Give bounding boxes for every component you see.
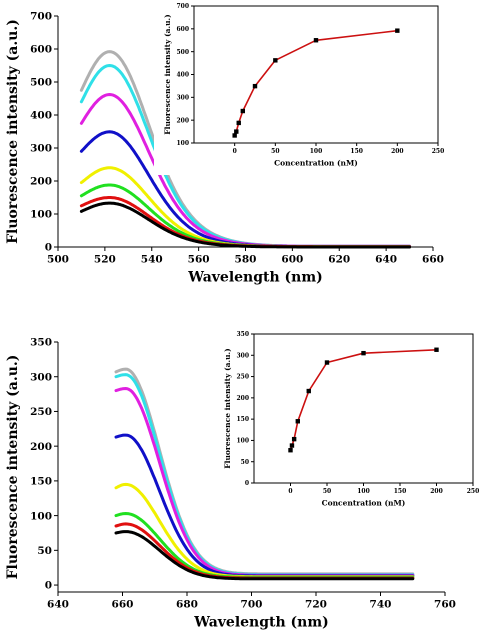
bottom-inset-background (214, 332, 477, 515)
top-inset-xtick-label: 150 (350, 148, 363, 155)
top-inset-point (240, 108, 245, 114)
bottom-main-xtick-label: 740 (370, 599, 392, 611)
top-inset-xtick-label: 50 (271, 148, 279, 155)
bottom-main-ytick-label: 50 (37, 545, 52, 557)
top-inset-ytick-label: 400 (176, 72, 189, 79)
top-main-xtick-label: 600 (281, 254, 303, 266)
top-inset-background (154, 4, 442, 175)
top-main-xtick-label: 560 (188, 254, 210, 266)
bottom-main-xtick-label: 660 (112, 599, 134, 611)
bottom-main-axes: 640 660 680 700 720 740 760 0 50 100 150 200 250 300 3… (5, 337, 456, 631)
top-inset-point (234, 129, 239, 134)
bottom-inset-ytick-label: 0 (245, 480, 249, 487)
bottom-inset-xtick-label: 0 (288, 488, 292, 495)
top-main-series-green (79, 183, 412, 249)
top-main-xtick-label: 660 (422, 254, 444, 266)
bottom-inset-point (295, 419, 300, 424)
top-inset-point (395, 28, 400, 33)
bottom-main-ytick-label: 250 (30, 406, 52, 418)
bottom-inset-ytick-label: 50 (241, 459, 249, 466)
top-main-ylabel: Fluorescence intensity (a.u.) (5, 19, 21, 244)
bottom-inset-ytick-label: 150 (236, 416, 249, 423)
bottom-inset-axes: 0 50 100 150 200 250 0 50 100 150 200 250 300 350 Conc… (223, 331, 479, 507)
top-main-xlabel: Wavelength (nm) (187, 270, 323, 286)
top-main-ytick-label: 500 (30, 77, 52, 89)
top-inset-ytick-label: 500 (176, 49, 189, 56)
bottom-main-ytick-label: 100 (30, 510, 52, 522)
bottom-main-ylabel: Fluorescence intensity (a.u.) (5, 355, 21, 580)
top-inset-xtick-label: 0 (233, 148, 237, 155)
top-main-ytick-label: 700 (30, 11, 52, 23)
bottom-main-xtick-label: 640 (47, 599, 69, 611)
bottom-inset-point (289, 443, 295, 448)
bottom-inset-ylabel: Fluorescence intensity (a.u.) (223, 348, 232, 468)
bottom-main-series-group (114, 367, 415, 581)
bottom-main-xtick-label: 760 (434, 599, 456, 611)
bottom-inset-point (288, 448, 293, 453)
bottom-inset-ytick-label: 300 (236, 352, 249, 359)
top-main-xtick-label: 520 (94, 254, 116, 266)
bottom-inset-point (361, 350, 366, 356)
bottom-main-ytick-label: 150 (30, 476, 52, 488)
top-inset-xlabel: Concentration (nM) (274, 159, 358, 168)
bottom-inset-ytick-label: 100 (236, 438, 249, 445)
top-inset-xtick-label: 200 (391, 148, 404, 155)
bottom-inset-point (306, 388, 311, 394)
bottom-main-ytick-label: 300 (30, 371, 52, 383)
top-main-series-red (79, 196, 412, 249)
top-inset-ytick-label: 200 (176, 117, 189, 124)
bottom-inset-ytick-label: 200 (236, 395, 249, 402)
top-main-axes: 500 520 540 560 580 600 620 640 6600100200300400… (5, 11, 444, 286)
top-inset-point (252, 83, 258, 89)
bottom-inset-xtick-label: 50 (323, 488, 331, 495)
bottom-main-xtick-label: 700 (241, 599, 263, 611)
bottom-inset-point (291, 436, 297, 442)
bottom-inset-xtick-label: 150 (394, 488, 407, 495)
bottom-inset-xtick-label: 200 (430, 488, 443, 495)
top-main-xtick-label: 500 (47, 254, 69, 266)
top-main-ytick-label: 400 (30, 110, 52, 122)
top-inset-xtick-label: 250 (432, 148, 445, 155)
top-main-ytick-label: 0 (45, 242, 52, 254)
bottom-inset-ytick-label: 250 (236, 374, 249, 381)
bottom-inset-point (324, 360, 330, 365)
top-main-xtick-label: 540 (141, 254, 163, 266)
bottom-main-ytick-label: 350 (30, 337, 52, 349)
top-main-ytick-label: 600 (30, 44, 52, 56)
bottom-inset-point (434, 347, 439, 352)
top-inset-point (313, 38, 319, 43)
top-main-xtick-label: 620 (328, 254, 350, 266)
bottom-inset-xtick-label: 100 (357, 488, 370, 495)
top-inset-point (273, 58, 278, 63)
bottom-main-series-black (114, 530, 415, 581)
top-inset-axes: 0 50 100 150 200 250 100 200 300 400 500 600 700 Conc… (163, 3, 444, 167)
top-inset-point (236, 120, 241, 126)
top-inset-point (232, 133, 237, 138)
bottom-inset-xlabel: Concentration (nM) (322, 499, 406, 508)
bottom-main-xtick-label: 720 (305, 599, 327, 611)
bottom-main-ytick-label: 200 (30, 441, 52, 453)
bottom-inset-ytick-label: 350 (236, 331, 249, 338)
top-inset-ytick-label: 600 (176, 26, 189, 33)
top-main-xtick-label: 640 (375, 254, 397, 266)
top-main-ytick-label: 100 (30, 209, 52, 221)
bottom-main-ytick-label: 0 (45, 580, 52, 592)
top-inset-xtick-label: 100 (310, 148, 323, 155)
top-main-xtick-label: 580 (235, 254, 257, 266)
top-main-ytick-label: 300 (30, 143, 52, 155)
top-main-ytick-label: 200 (30, 176, 52, 188)
top-inset-ylabel: Fluorescence intensity (a.u.) (163, 14, 172, 134)
top-inset-plot (232, 28, 400, 138)
top-inset-ytick-label: 700 (176, 3, 189, 10)
top-inset-ytick-label: 300 (176, 94, 189, 101)
top-inset-ytick-label: 100 (176, 140, 189, 147)
bottom-inset-plot (288, 347, 439, 453)
bottom-main-xlabel: Wavelength (nm) (193, 615, 329, 631)
top-main-series-black (79, 201, 412, 249)
bottom-inset-xtick-label: 250 (467, 488, 480, 495)
top-main-series-group (79, 50, 412, 249)
bottom-main-xtick-label: 680 (176, 599, 198, 611)
